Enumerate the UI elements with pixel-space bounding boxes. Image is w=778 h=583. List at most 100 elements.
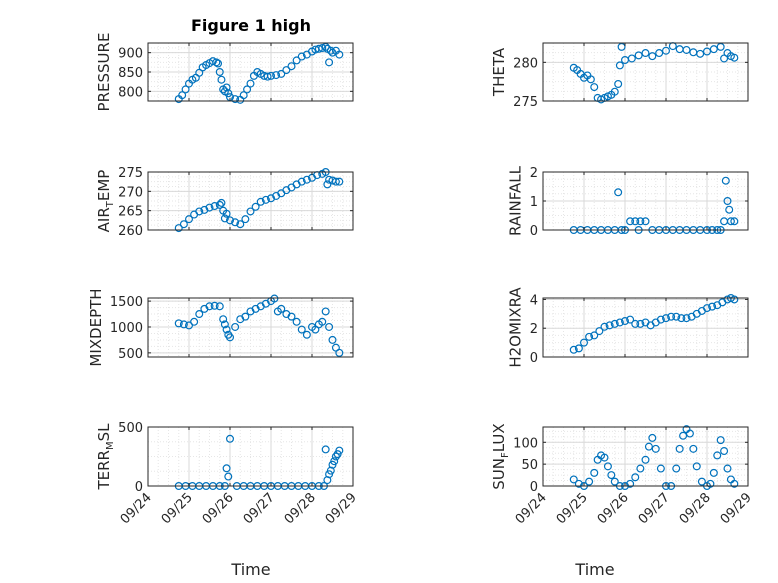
data-point [641, 217, 650, 226]
data-point [181, 85, 190, 94]
y-tick-label: 0 [530, 351, 538, 366]
data-point [600, 322, 609, 331]
series-markers [569, 294, 739, 354]
grid [542, 171, 749, 231]
data-point [174, 224, 183, 233]
data-point [215, 200, 224, 209]
subplot-grid: 800 850 900 PRESSURE 275 280 THETA 260 265 270 275… [87, 33, 755, 528]
data-point [215, 302, 224, 311]
data-point [626, 315, 635, 324]
data-point [614, 188, 623, 197]
data-point [205, 302, 214, 311]
y-tick-label: 2 [530, 166, 538, 181]
data-point [272, 71, 281, 80]
y-tick-label: 2 [530, 322, 538, 337]
data-point [277, 69, 286, 78]
data-point [241, 312, 250, 321]
y-tick-label: 280 [513, 56, 538, 71]
data-point [656, 315, 665, 324]
data-point [178, 91, 187, 100]
axes-frame [147, 297, 354, 358]
data-point [174, 319, 183, 328]
y-tick-label: 260 [118, 224, 143, 239]
data-point [212, 58, 221, 67]
y-tick-label: 0 [530, 224, 538, 239]
subplot-2: 275 280 THETA [490, 42, 749, 110]
data-point [335, 177, 344, 186]
x-axis-label-left: Time [230, 560, 270, 579]
data-point [636, 319, 645, 328]
data-point [726, 217, 735, 226]
data-point [615, 318, 624, 327]
data-point [641, 49, 650, 58]
data-point [302, 330, 311, 339]
data-point [335, 348, 344, 357]
y-tick-label: 100 [513, 436, 538, 451]
data-point [277, 304, 286, 313]
data-point [226, 434, 235, 443]
data-point [615, 61, 624, 70]
y-tick-label: 500 [118, 421, 143, 436]
data-point [603, 462, 612, 471]
y-tick-label: 270 [118, 185, 143, 200]
data-point [672, 312, 681, 321]
data-point [241, 215, 250, 224]
y-tick-label: 275 [513, 95, 538, 110]
data-point [721, 176, 730, 185]
data-point [326, 46, 335, 55]
data-point [318, 317, 327, 326]
y-tick-label: 0 [135, 480, 143, 495]
data-point [730, 295, 739, 304]
data-point [631, 319, 640, 328]
data-point [656, 464, 665, 473]
data-point [661, 46, 670, 55]
y-axis-label: AIRTEMP [95, 170, 116, 233]
data-point [636, 217, 645, 226]
data-point [651, 444, 660, 453]
data-point [220, 320, 229, 329]
data-point [190, 317, 199, 326]
data-point [569, 475, 578, 484]
subplot-5: 500 1000 1500 MIXDEPTH [87, 288, 354, 367]
data-point [195, 310, 204, 319]
y-tick-label: 275 [118, 166, 143, 181]
subplot-4: 0 1 2 RAINFALL [507, 165, 749, 239]
axes-frame [147, 426, 354, 487]
figure-title: Figure 1 high [191, 16, 311, 35]
data-point [267, 194, 276, 203]
data-point [692, 462, 701, 471]
data-point [716, 436, 725, 445]
data-point [636, 464, 645, 473]
data-point [214, 59, 223, 68]
data-point [217, 198, 226, 207]
data-point [725, 205, 734, 214]
data-point [648, 52, 657, 61]
data-point [330, 457, 339, 466]
subplot-6: 0 2 4 H2OMIXRA [507, 287, 749, 368]
data-point [675, 444, 684, 453]
data-point [321, 307, 330, 316]
data-point [730, 217, 739, 226]
data-point [222, 209, 231, 218]
data-point [677, 314, 686, 323]
data-point [297, 177, 306, 186]
data-point [302, 175, 311, 184]
y-tick-label: 1 [530, 195, 538, 210]
data-point [620, 317, 629, 326]
data-point [328, 335, 337, 344]
data-point [648, 433, 657, 442]
data-point [236, 220, 245, 229]
data-point [195, 207, 204, 216]
data-point [585, 477, 594, 486]
data-point [226, 333, 235, 342]
data-point [682, 45, 691, 54]
data-point [210, 202, 219, 211]
y-axis-label: MIXDEPTH [87, 288, 105, 366]
data-point [644, 442, 653, 451]
y-tick-label: 1000 [110, 321, 143, 336]
y-tick-label: 4 [530, 293, 538, 308]
data-point [590, 83, 599, 92]
y-tick-label: 900 [118, 47, 143, 62]
